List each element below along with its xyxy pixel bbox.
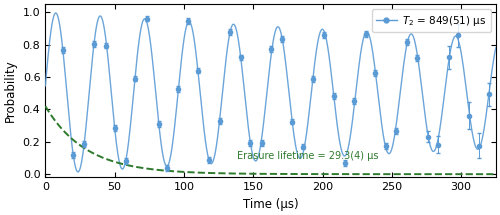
Legend: $T_2$ = 849(51) µs: $T_2$ = 849(51) µs (372, 9, 490, 32)
Text: Erasure lifetime = 29.3(4) μs: Erasure lifetime = 29.3(4) μs (236, 151, 378, 161)
Y-axis label: Probability: Probability (4, 59, 17, 122)
X-axis label: Time (μs): Time (μs) (243, 198, 298, 211)
